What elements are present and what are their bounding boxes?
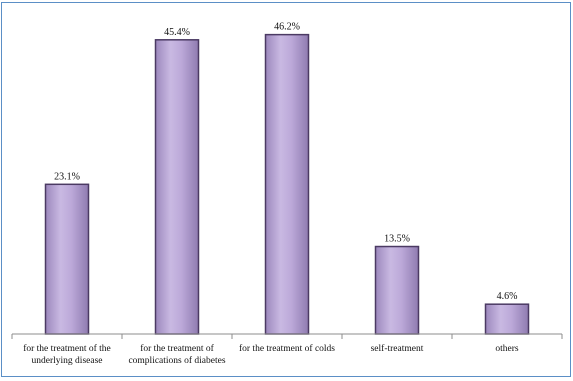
- bar: [376, 247, 419, 334]
- category-label: others: [495, 344, 519, 354]
- data-label: 13.5%: [384, 234, 410, 245]
- category-label-line: complications of diabetes: [128, 355, 225, 366]
- category-label-line: for the treatment of the: [23, 343, 111, 354]
- data-label: 45.4%: [164, 27, 190, 38]
- bars-layer: [46, 35, 529, 334]
- bar: [486, 304, 529, 334]
- category-label-line: self-treatment: [371, 343, 424, 354]
- category-label: for the treatment of the underlying disea…: [23, 343, 111, 366]
- category-label-line: for the treatment of: [140, 343, 214, 354]
- category-label: self-treatment: [371, 343, 424, 354]
- bar: [46, 184, 89, 334]
- bar: [156, 40, 199, 334]
- category-label-line: others: [495, 344, 519, 354]
- data-label: 4.6%: [497, 291, 518, 302]
- data-label: 46.2%: [274, 22, 300, 33]
- bar: [266, 35, 309, 334]
- category-label: for the treatment of colds: [239, 343, 335, 354]
- data-label: 23.1%: [54, 171, 80, 182]
- category-label-line: for the treatment of colds: [239, 343, 335, 354]
- category-label: for the treatment of complications of dia…: [128, 343, 225, 366]
- category-label-line: underlying disease: [32, 356, 103, 366]
